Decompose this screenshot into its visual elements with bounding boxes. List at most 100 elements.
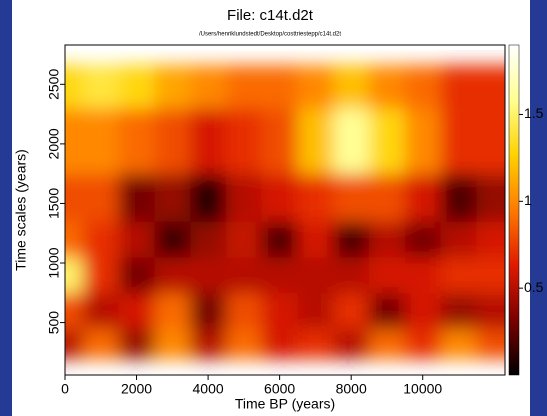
colorbar-tick-label: 1 <box>524 192 532 208</box>
heatmap-cell <box>261 292 299 330</box>
heatmap-cell <box>369 108 406 175</box>
heatmap-cell <box>65 257 84 294</box>
heatmap-cell <box>190 65 227 109</box>
heatmap-cell <box>369 221 406 258</box>
heatmap-cell <box>297 221 334 258</box>
x-tick-label: 2000 <box>121 381 152 397</box>
heatmap-cell <box>333 173 370 222</box>
heatmap-cell <box>297 65 334 109</box>
heatmap-cell <box>225 257 263 294</box>
chart-title: File: c14t.d2t <box>227 7 314 24</box>
heatmap-cell <box>118 108 155 175</box>
heatmap-cell <box>82 292 120 330</box>
heatmap-cell <box>333 292 370 330</box>
chart-subtitle: /Users/henriklundstedt/Desktop/costtries… <box>199 32 341 38</box>
heatmap-cell <box>65 292 84 330</box>
heatmap-cell <box>154 108 191 175</box>
colorbar-tick-label: 0.5 <box>524 279 544 295</box>
x-tick-label: 8000 <box>336 381 367 397</box>
heatmap-cell <box>190 257 227 294</box>
heatmap-cell <box>440 292 477 330</box>
x-tick-label: 6000 <box>264 381 295 397</box>
heatmap-cell <box>190 108 227 175</box>
heatmap-cell <box>154 328 191 359</box>
heatmap <box>65 65 505 359</box>
heatmap-cell <box>476 328 505 359</box>
heatmap-cell <box>82 108 120 175</box>
heatmap-cell <box>476 108 505 175</box>
heatmap-cell <box>118 65 155 109</box>
heatmap-cell <box>369 328 406 359</box>
heatmap-cell <box>154 292 191 330</box>
heatmap-cell <box>476 292 505 330</box>
heatmap-cell <box>369 173 406 222</box>
heatmap-cell <box>65 221 84 258</box>
heatmap-cell <box>118 221 155 258</box>
heatmap-cell <box>65 328 84 359</box>
heatmap-cell <box>82 65 120 109</box>
heatmap-cell <box>65 108 84 175</box>
heatmap-cell <box>225 328 263 359</box>
heatmap-cell <box>261 221 299 258</box>
heatmap-cell <box>369 292 406 330</box>
y-tick-label: 1000 <box>46 247 62 278</box>
heatmap-cell <box>261 328 299 359</box>
heatmap-cell <box>404 292 442 330</box>
heatmap-cell <box>333 257 370 294</box>
heatmap-cell <box>333 108 370 175</box>
heatmap-cell <box>261 108 299 175</box>
heatmap-cell <box>190 221 227 258</box>
heatmap-cell <box>369 257 406 294</box>
heatmap-cell <box>369 65 406 109</box>
heatmap-cell <box>297 257 334 294</box>
heatmap-cell <box>404 221 442 258</box>
heatmap-cell <box>297 328 334 359</box>
heatmap-cell <box>225 292 263 330</box>
heatmap-cell <box>404 328 442 359</box>
heatmap-cell <box>225 221 263 258</box>
heatmap-cell <box>118 257 155 294</box>
heatmap-cell <box>225 173 263 222</box>
plot-frame <box>64 44 506 376</box>
heatmap-cell <box>297 108 334 175</box>
heatmap-cell <box>82 328 120 359</box>
heatmap-cell <box>154 173 191 222</box>
heatmap-cell <box>154 257 191 294</box>
heatmap-cell <box>190 292 227 330</box>
x-tick-label: 0 <box>61 381 69 397</box>
heatmap-cell <box>440 221 477 258</box>
heatmap-cell <box>333 328 370 359</box>
heatmap-cell <box>476 173 505 222</box>
heatmap-cell <box>440 173 477 222</box>
heatmap-cell <box>261 65 299 109</box>
heatmap-cell <box>82 173 120 222</box>
heatmap-cell <box>440 257 477 294</box>
heatmap-cell <box>118 328 155 359</box>
heatmap-cell <box>404 173 442 222</box>
heatmap-cell <box>440 108 477 175</box>
heatmap-cell <box>404 257 442 294</box>
heatmap-cell <box>476 221 505 258</box>
y-tick-label: 2000 <box>46 128 62 159</box>
heatmap-cell <box>476 65 505 109</box>
heatmap-cell <box>261 257 299 294</box>
heatmap-cell <box>440 328 477 359</box>
heatmap-cell <box>154 221 191 258</box>
y-tick-label: 2500 <box>46 69 62 100</box>
heatmap-cell <box>118 292 155 330</box>
heatmap-cell <box>82 257 120 294</box>
heatmap-cell <box>404 108 442 175</box>
y-tick-label: 1500 <box>46 188 62 219</box>
heatmap-cell <box>154 65 191 109</box>
heatmap-cell <box>440 65 477 109</box>
heatmap-cell <box>261 173 299 222</box>
colorbar-tick-label: 1.5 <box>524 105 544 121</box>
heatmap-cell <box>333 65 370 109</box>
heatmap-cell <box>297 173 334 222</box>
x-tick-label: 4000 <box>193 381 224 397</box>
heatmap-cell <box>65 65 84 109</box>
heatmap-cell <box>404 65 442 109</box>
heatmap-cell <box>225 108 263 175</box>
